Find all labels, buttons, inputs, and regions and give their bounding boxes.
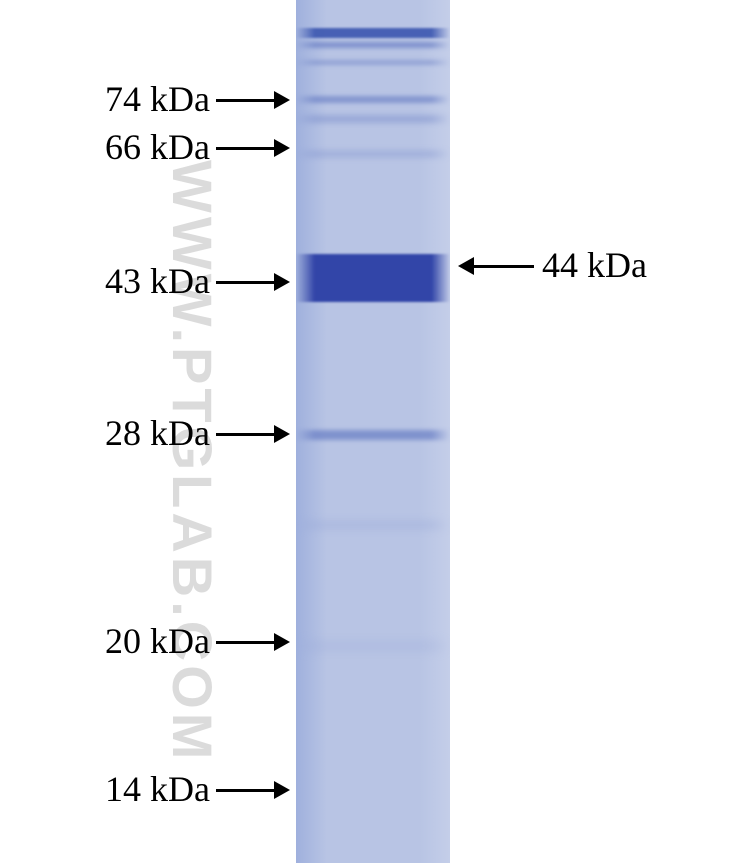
gel-band: [296, 150, 450, 158]
gel-band: [296, 254, 450, 302]
gel-band: [296, 115, 450, 123]
gel-band: [296, 28, 450, 38]
gel-canvas: WWW.PTGLAB.COM 74 kDa 66 kDa 43 kDa 28 kDa 2…: [0, 0, 740, 863]
marker-label: 14 kDa: [60, 768, 210, 810]
marker-label: 28 kDa: [60, 412, 210, 454]
gel-band: [296, 430, 450, 440]
marker-label: 66 kDa: [60, 126, 210, 168]
gel-band: [296, 640, 450, 652]
watermark-text: WWW.PTGLAB.COM: [160, 160, 225, 763]
gel-band: [296, 60, 450, 65]
gel-lane: [296, 0, 450, 863]
gel-band: [296, 96, 450, 103]
marker-label: 20 kDa: [60, 620, 210, 662]
marker-label: 43 kDa: [60, 260, 210, 302]
gel-band: [296, 520, 450, 530]
gel-band: [296, 42, 450, 48]
marker-label: 74 kDa: [60, 78, 210, 120]
result-label: 44 kDa: [542, 244, 647, 286]
